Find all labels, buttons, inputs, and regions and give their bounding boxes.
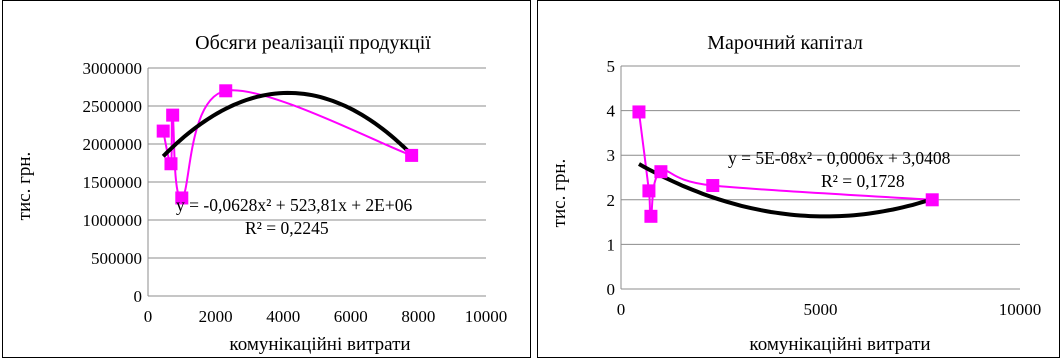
x-tick-label: 0 bbox=[617, 300, 626, 319]
x-tick-label: 6000 bbox=[334, 307, 368, 326]
data-point bbox=[166, 108, 180, 122]
data-point bbox=[164, 157, 178, 171]
data-point bbox=[175, 191, 189, 205]
data-point bbox=[642, 184, 656, 198]
y-tick-label: 2000000 bbox=[83, 135, 143, 154]
trendline bbox=[638, 162, 933, 219]
y-tick-label: 5 bbox=[607, 57, 616, 76]
trendline bbox=[161, 90, 414, 158]
data-point bbox=[654, 165, 668, 179]
data-point bbox=[632, 105, 646, 119]
chart-panel-sales: Обсяги реалізації продукції 0 500000 10000… bbox=[2, 0, 531, 358]
x-tick-label: 4000 bbox=[266, 307, 300, 326]
data-point bbox=[405, 148, 419, 162]
data-point bbox=[925, 193, 939, 207]
data-point bbox=[156, 124, 170, 138]
x-tick-label: 8000 bbox=[401, 307, 435, 326]
y-tick-label: 0 bbox=[607, 280, 616, 299]
data-point bbox=[219, 84, 233, 98]
y-tick-label: 3 bbox=[607, 146, 616, 165]
y-tick-label: 500000 bbox=[91, 249, 142, 268]
y-tick-label: 2 bbox=[607, 191, 616, 210]
x-tick-label: 10000 bbox=[465, 307, 508, 326]
x-axis-label: комунікаційні витрати bbox=[749, 334, 930, 355]
y-tick-label: 3000000 bbox=[83, 59, 143, 78]
data-point bbox=[644, 209, 658, 223]
data-point bbox=[706, 179, 720, 193]
chart-title: Марочний капітал bbox=[707, 32, 863, 54]
y-tick-label: 0 bbox=[134, 287, 143, 306]
y-tick-label: 1 bbox=[607, 235, 616, 254]
brand-capital-chart: Марочний капітал 0 1 2 3 4 5 0 5000 10000 y = 5E… bbox=[549, 32, 1042, 355]
y-tick-label: 4 bbox=[607, 102, 616, 121]
x-axis-label: комунікаційні витрати bbox=[229, 334, 410, 355]
x-tick-label: 5000 bbox=[804, 300, 838, 319]
trendline-r-squared: R² = 0,2245 bbox=[245, 218, 329, 238]
y-tick-label: 2500000 bbox=[83, 97, 143, 116]
y-tick-label: 1000000 bbox=[83, 211, 143, 230]
trendline-equation: y = -0,0628x² + 523,81x + 2E+06 bbox=[176, 195, 412, 215]
y-axis-label: тис. грн. bbox=[14, 152, 35, 221]
y-tick-label: 1500000 bbox=[83, 173, 143, 192]
x-tick-label: 10000 bbox=[999, 300, 1042, 319]
x-tick-label: 0 bbox=[144, 307, 153, 326]
y-axis-label: тис. грн. bbox=[549, 159, 570, 228]
sales-chart: Обсяги реалізації продукції 0 500000 10000… bbox=[14, 32, 508, 355]
trendline-r-squared: R² = 0,1728 bbox=[821, 171, 905, 191]
chart-panel-brand-capital: Марочний капітал 0 1 2 3 4 5 0 5000 10000 y = 5E… bbox=[537, 0, 1060, 358]
chart-title: Обсяги реалізації продукції bbox=[195, 32, 431, 54]
trendline-equation: y = 5E-08x² - 0,0006x + 3,0408 bbox=[728, 148, 951, 168]
x-tick-label: 2000 bbox=[199, 307, 233, 326]
